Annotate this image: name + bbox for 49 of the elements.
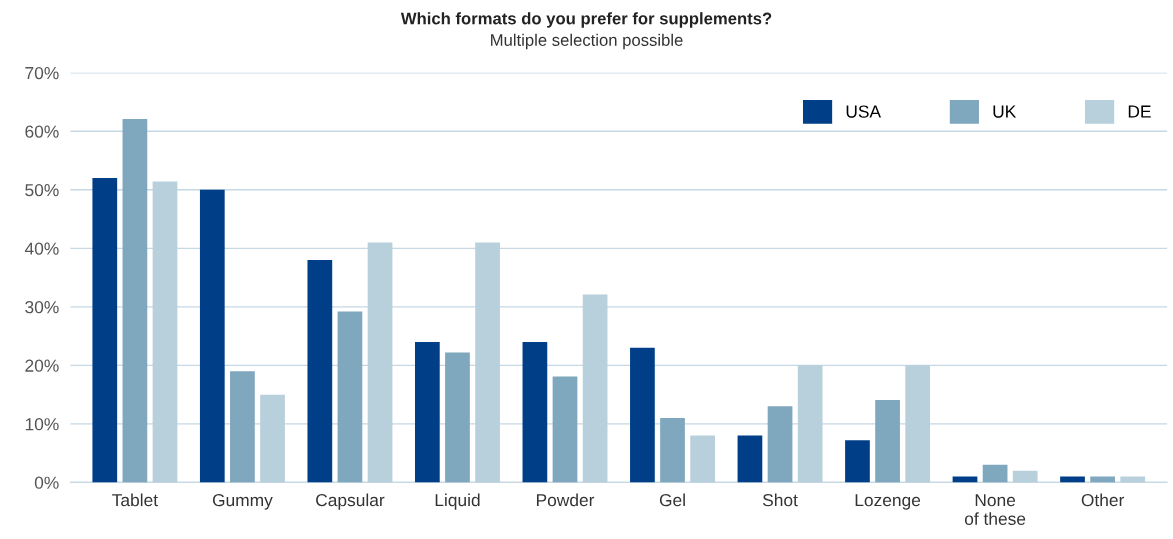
bar: [797, 365, 823, 483]
y-tick-label: 30%: [25, 301, 59, 314]
legend-label: DE: [1128, 105, 1151, 118]
x-tick-label: Shot: [762, 493, 798, 507]
bar: [552, 376, 578, 483]
x-tick-label: Lozenge: [855, 494, 921, 510]
x-tick-label: Powder: [536, 493, 595, 507]
bar: [767, 406, 793, 483]
bar: [660, 418, 685, 483]
legend-label: USA: [846, 105, 882, 118]
bar: [905, 365, 931, 483]
bar: [122, 119, 148, 483]
bar: [445, 352, 470, 483]
x-tick-label: Capsular: [316, 493, 385, 510]
bar: [152, 181, 178, 483]
y-tick-label: 10%: [25, 418, 59, 431]
bar: [307, 260, 333, 483]
bar: [630, 347, 655, 483]
chart-subtitle: Multiple selection possible: [491, 33, 683, 50]
bar: [199, 189, 225, 483]
bar: [415, 341, 440, 483]
legend-label: UK: [993, 105, 1017, 118]
y-tick-label: 50%: [25, 183, 59, 197]
bar: [475, 242, 500, 483]
y-tick-label: 40%: [24, 242, 59, 255]
bar: [845, 440, 870, 483]
x-tick-label: Gel: [659, 493, 685, 507]
bar: [230, 371, 255, 483]
bar: [260, 394, 285, 483]
x-tick-label: Tablet: [112, 493, 158, 507]
bar: [982, 464, 1008, 483]
x-tick-label: Gummy: [212, 493, 273, 510]
chart-title: Which formats do you prefer for supplements?: [400, 12, 772, 28]
bar: [875, 399, 900, 483]
bar: [367, 242, 393, 483]
bar: [337, 311, 363, 483]
bar: [690, 435, 715, 483]
bar: [737, 435, 763, 483]
bar: [522, 341, 548, 483]
y-tick-label: 70%: [25, 66, 59, 80]
y-tick-label: 20%: [25, 359, 59, 372]
bar: [582, 294, 608, 483]
y-tick-label: 60%: [25, 125, 59, 138]
x-tick-label: Other: [1081, 493, 1125, 507]
bar: [1012, 470, 1038, 483]
bar: [92, 178, 118, 483]
x-tick-label: Liquid: [435, 493, 480, 510]
x-tick-label: None of these: [964, 494, 1026, 525]
y-tick-label: 0%: [34, 476, 59, 489]
